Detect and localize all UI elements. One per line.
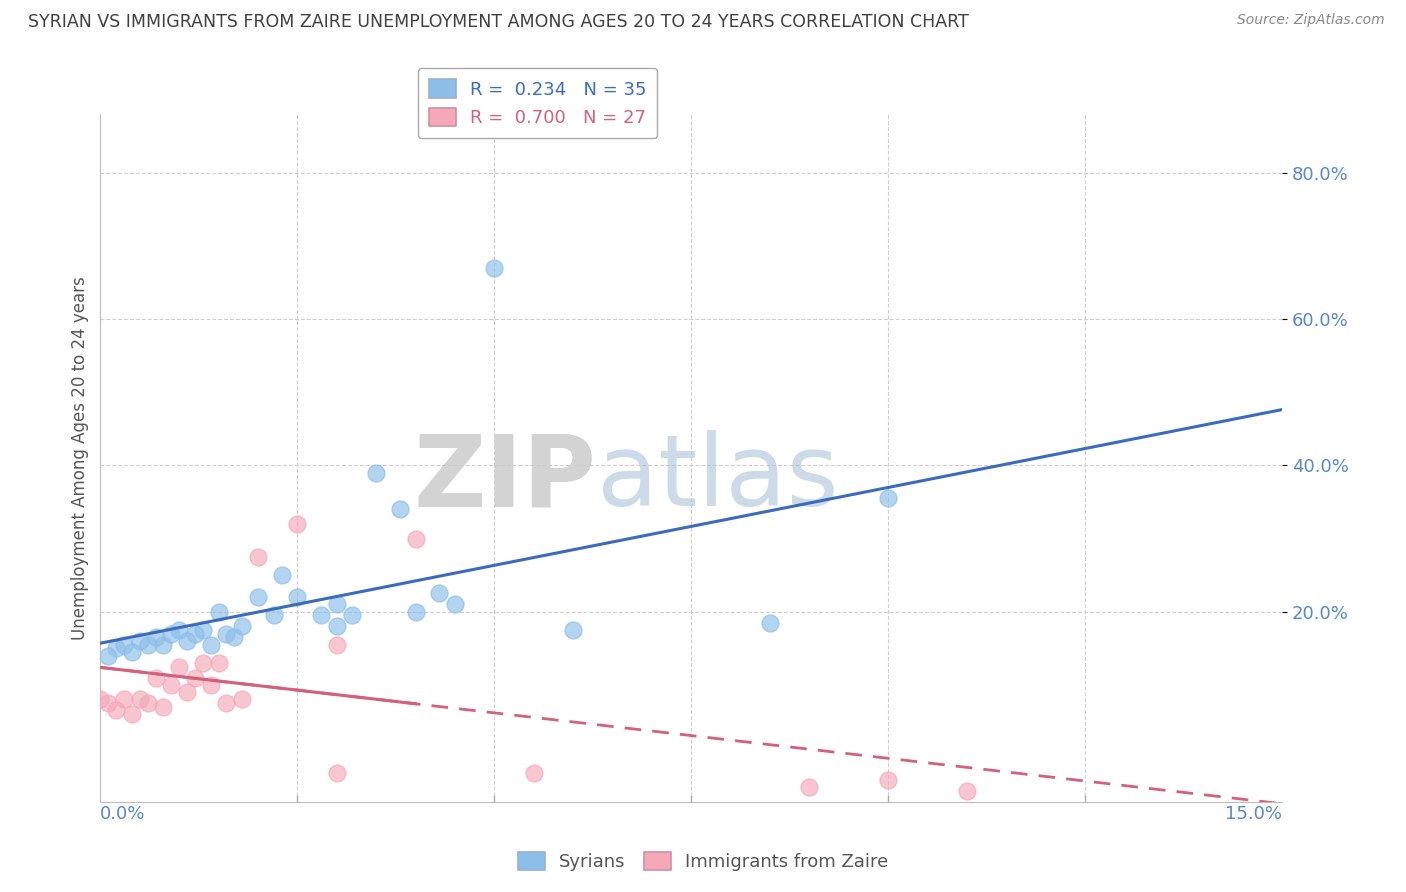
- Text: atlas: atlas: [596, 430, 838, 527]
- Point: [325, 619, 347, 633]
- Point: [224, 630, 246, 644]
- Point: [325, 765, 347, 780]
- Point: [405, 605, 427, 619]
- Point: [160, 626, 183, 640]
- Point: [176, 634, 198, 648]
- Point: [285, 590, 308, 604]
- Point: [136, 638, 159, 652]
- Point: [160, 678, 183, 692]
- Point: [167, 659, 190, 673]
- Point: [427, 586, 450, 600]
- Point: [956, 784, 979, 798]
- Point: [200, 638, 222, 652]
- Point: [263, 608, 285, 623]
- Point: [523, 765, 546, 780]
- Point: [759, 615, 782, 630]
- Text: SYRIAN VS IMMIGRANTS FROM ZAIRE UNEMPLOYMENT AMONG AGES 20 TO 24 YEARS CORRELATI: SYRIAN VS IMMIGRANTS FROM ZAIRE UNEMPLOY…: [28, 13, 969, 31]
- Point: [325, 598, 347, 612]
- Point: [207, 656, 229, 670]
- Point: [105, 703, 128, 717]
- Point: [366, 466, 388, 480]
- Point: [191, 656, 214, 670]
- Point: [215, 696, 238, 710]
- Point: [270, 568, 292, 582]
- Point: [484, 260, 506, 275]
- Point: [145, 630, 167, 644]
- Text: 0.0%: 0.0%: [100, 805, 146, 823]
- Point: [184, 671, 207, 685]
- Point: [191, 623, 214, 637]
- Point: [112, 638, 135, 652]
- Point: [121, 645, 143, 659]
- Point: [207, 605, 229, 619]
- Point: [309, 608, 332, 623]
- Point: [128, 634, 150, 648]
- Point: [325, 638, 347, 652]
- Point: [152, 699, 174, 714]
- Point: [342, 608, 364, 623]
- Point: [121, 707, 143, 722]
- Point: [105, 641, 128, 656]
- Point: [877, 491, 900, 506]
- Text: 15.0%: 15.0%: [1225, 805, 1282, 823]
- Point: [89, 692, 111, 706]
- Point: [136, 696, 159, 710]
- Point: [877, 772, 900, 787]
- Point: [112, 692, 135, 706]
- Point: [97, 696, 120, 710]
- Point: [246, 590, 269, 604]
- Point: [388, 502, 411, 516]
- Point: [799, 780, 821, 795]
- Point: [285, 516, 308, 531]
- Point: [176, 685, 198, 699]
- Point: [145, 671, 167, 685]
- Point: [444, 598, 467, 612]
- Point: [97, 648, 120, 663]
- Point: [215, 626, 238, 640]
- Y-axis label: Unemployment Among Ages 20 to 24 years: Unemployment Among Ages 20 to 24 years: [72, 277, 89, 640]
- Point: [200, 678, 222, 692]
- Legend: R =  0.234   N = 35, R =  0.700   N = 27: R = 0.234 N = 35, R = 0.700 N = 27: [418, 69, 658, 138]
- Point: [246, 549, 269, 564]
- Text: Source: ZipAtlas.com: Source: ZipAtlas.com: [1237, 13, 1385, 28]
- Point: [231, 692, 253, 706]
- Point: [184, 626, 207, 640]
- Point: [152, 638, 174, 652]
- Point: [128, 692, 150, 706]
- Point: [405, 532, 427, 546]
- Point: [562, 623, 585, 637]
- Legend: Syrians, Immigrants from Zaire: Syrians, Immigrants from Zaire: [510, 845, 896, 879]
- Point: [167, 623, 190, 637]
- Text: ZIP: ZIP: [413, 430, 596, 527]
- Point: [231, 619, 253, 633]
